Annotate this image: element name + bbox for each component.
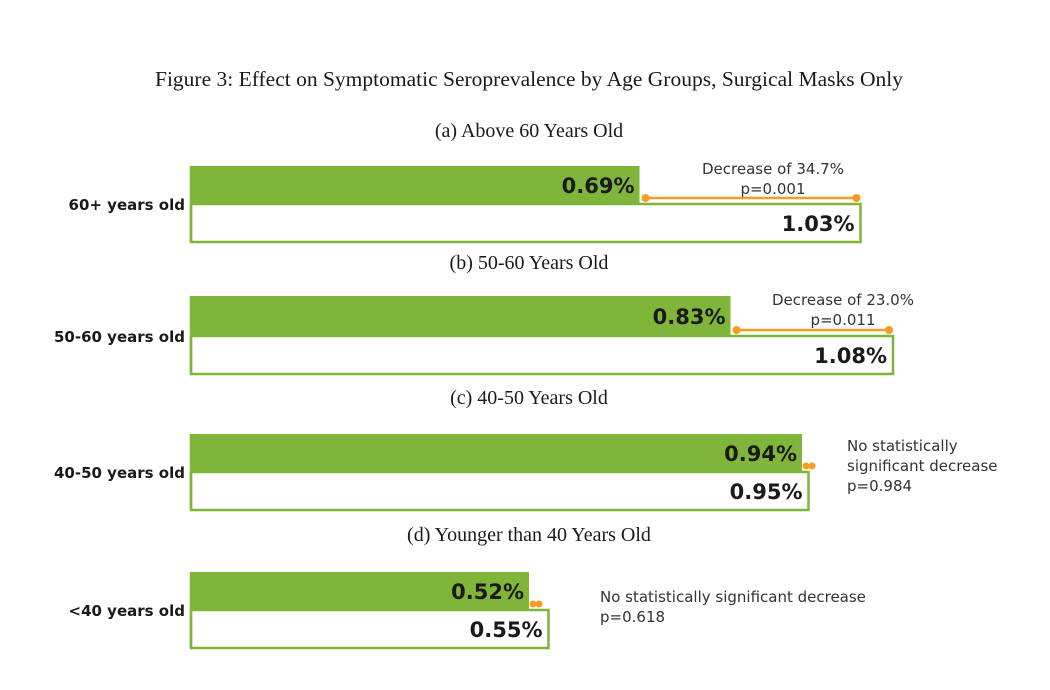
- panel-subtitle: (a) Above 60 Years Old: [435, 120, 623, 142]
- annotation-line: p=0.984: [847, 477, 912, 495]
- bar-treatment: [191, 296, 731, 336]
- category-label: <40 years old: [69, 602, 185, 620]
- annotation-line: No statistically: [847, 437, 958, 455]
- bar-control: [189, 470, 810, 512]
- value-label-control: 0.95%: [730, 480, 803, 504]
- bar-treatment: [191, 166, 640, 204]
- panel-subtitle: (b) 50-60 Years Old: [450, 252, 609, 274]
- value-label-control: 1.03%: [782, 212, 855, 236]
- bar-control: [189, 608, 550, 650]
- bracket-dot-right: [885, 326, 893, 334]
- category-label: 40-50 years old: [54, 464, 185, 482]
- bar-treatment: [191, 572, 529, 610]
- category-label: 50-60 years old: [54, 328, 185, 346]
- bracket-dot-right: [808, 462, 816, 470]
- annotation-line: p=0.618: [600, 608, 665, 626]
- annotation-line: p=0.001: [740, 180, 805, 198]
- bracket-dot-left: [732, 326, 741, 334]
- panel-4: (d) Younger than 40 Years Old <40 years o…: [69, 524, 866, 650]
- bar-control: [189, 334, 895, 376]
- annotation-line: significant decrease: [847, 457, 998, 475]
- bar-treatment: [191, 434, 802, 472]
- bar-control: [189, 202, 862, 244]
- value-label-treatment: 0.69%: [562, 174, 635, 198]
- category-label: 60+ years old: [69, 196, 185, 214]
- bracket-dot-left: [529, 600, 537, 608]
- panel-2: (b) 50-60 Years Old 50-60 years old 0.83% 1…: [54, 252, 914, 376]
- bracket-dot-left: [802, 462, 810, 470]
- panel-3: (c) 40-50 Years Old 40-50 years old 0.94% 0…: [54, 387, 998, 512]
- annotation-line: No statistically significant decrease: [600, 588, 866, 606]
- value-label-treatment: 0.52%: [451, 580, 524, 604]
- figure-title: Figure 3: Effect on Symptomatic Seroprev…: [155, 67, 903, 91]
- value-label-treatment: 0.94%: [724, 442, 797, 466]
- annotation-line: Decrease of 23.0%: [772, 291, 914, 309]
- annotation-line: Decrease of 34.7%: [702, 160, 844, 178]
- value-label-control: 0.55%: [470, 618, 543, 642]
- bracket-dot-right: [852, 194, 861, 202]
- bracket-dot-left: [641, 194, 650, 202]
- value-label-treatment: 0.83%: [653, 305, 726, 329]
- bracket-dot-right: [535, 600, 543, 608]
- value-label-control: 1.08%: [814, 344, 887, 368]
- panel-subtitle: (c) 40-50 Years Old: [450, 387, 608, 409]
- panel-subtitle: (d) Younger than 40 Years Old: [407, 524, 651, 546]
- annotation-line: p=0.011: [810, 311, 875, 329]
- panel-1: (a) Above 60 Years Old 60+ years old 0.69%…: [69, 120, 862, 244]
